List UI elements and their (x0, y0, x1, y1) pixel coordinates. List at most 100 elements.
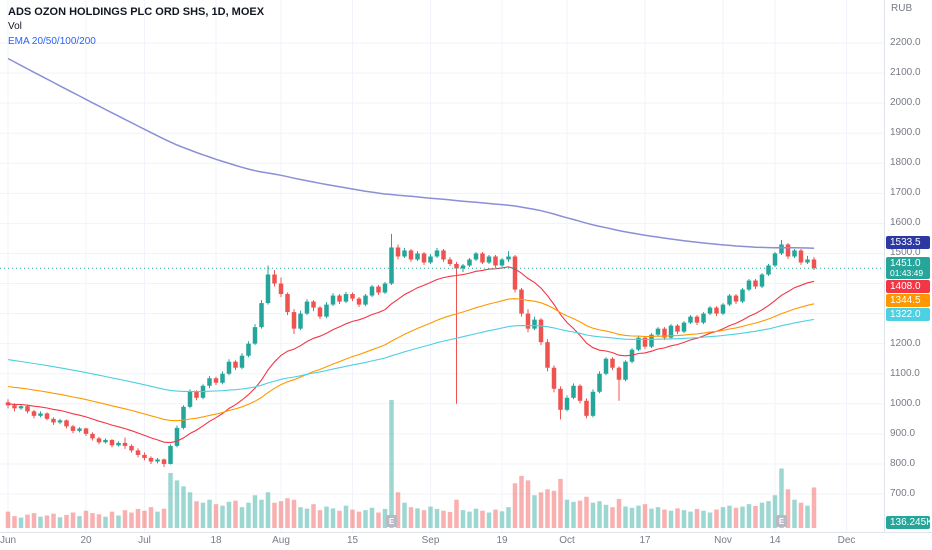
candle[interactable] (714, 307, 719, 314)
candle[interactable] (265, 274, 271, 304)
candle[interactable] (597, 373, 602, 392)
candle[interactable] (415, 253, 420, 260)
candle[interactable] (389, 247, 394, 284)
ema-200-line[interactable] (7, 57, 815, 249)
symbol-title[interactable]: ADS OZON HOLDINGS PLC ORD SHS, 1D, MOEX (8, 6, 265, 18)
candle[interactable] (740, 289, 745, 302)
candle[interactable] (239, 355, 245, 368)
candle[interactable] (792, 250, 797, 257)
candle[interactable] (226, 361, 232, 374)
candle[interactable] (688, 316, 693, 323)
candle[interactable] (480, 253, 485, 263)
candle[interactable] (681, 322, 687, 332)
candle[interactable] (772, 253, 778, 266)
candle[interactable] (70, 426, 76, 431)
candle[interactable] (421, 253, 427, 263)
price-axis[interactable]: RUB 2200.0 2100.0 2000.0 1900.0 1800.0 1700.0… (884, 0, 932, 532)
candle[interactable] (785, 244, 791, 257)
candle[interactable] (545, 342, 550, 368)
candle[interactable] (369, 286, 375, 296)
candle[interactable] (96, 438, 102, 443)
candle[interactable] (428, 256, 433, 263)
candle[interactable] (655, 328, 661, 335)
candle[interactable] (155, 459, 160, 462)
candle[interactable] (252, 327, 258, 344)
earnings-icon[interactable] (776, 515, 787, 527)
candle[interactable] (18, 406, 24, 409)
candle[interactable] (499, 259, 505, 266)
candle[interactable] (519, 289, 524, 314)
candle[interactable] (467, 259, 472, 266)
candle[interactable] (694, 316, 700, 323)
candle[interactable] (213, 378, 219, 383)
candle[interactable] (798, 250, 804, 263)
candle[interactable] (233, 361, 238, 368)
candle[interactable] (447, 259, 453, 264)
candle[interactable] (285, 294, 290, 313)
candle[interactable] (31, 411, 37, 416)
candle[interactable] (356, 298, 362, 305)
candle[interactable] (564, 397, 570, 410)
candle[interactable] (649, 334, 654, 347)
candle[interactable] (291, 312, 297, 329)
candle[interactable] (304, 301, 310, 314)
earnings-icon[interactable] (386, 515, 397, 527)
candle[interactable] (636, 337, 641, 350)
candle[interactable] (12, 405, 17, 409)
candle[interactable] (668, 325, 674, 338)
candle[interactable] (83, 428, 89, 434)
candle[interactable] (805, 259, 810, 263)
time-axis[interactable]: Jun 20 Jul 18 Aug 15 Sep 19 Oct 17 Nov 14 Dec (0, 532, 932, 550)
candle[interactable] (707, 307, 713, 314)
candle[interactable] (103, 439, 108, 443)
candle[interactable] (148, 457, 154, 462)
candle[interactable] (259, 303, 264, 328)
candle[interactable] (402, 250, 407, 257)
candle[interactable] (278, 283, 284, 295)
candle[interactable] (109, 439, 115, 446)
candle[interactable] (25, 406, 30, 412)
candle[interactable] (350, 294, 355, 299)
candle[interactable] (194, 391, 199, 398)
candle[interactable] (623, 361, 628, 380)
candle[interactable] (343, 294, 349, 302)
candle[interactable] (246, 343, 251, 356)
ema-50-line[interactable] (7, 298, 815, 422)
candle[interactable] (610, 358, 615, 368)
candle[interactable] (727, 295, 732, 305)
candle[interactable] (324, 304, 329, 317)
candle[interactable] (512, 256, 518, 290)
candle[interactable] (330, 295, 336, 305)
candle[interactable] (135, 450, 141, 455)
candle[interactable] (603, 358, 609, 374)
candle[interactable] (538, 319, 544, 343)
candle[interactable] (38, 413, 43, 416)
candle[interactable] (5, 402, 11, 406)
candle[interactable] (493, 256, 498, 266)
candle[interactable] (473, 253, 479, 260)
candle[interactable] (571, 385, 576, 398)
candle[interactable] (733, 295, 739, 302)
candle[interactable] (174, 427, 180, 446)
candle[interactable] (168, 445, 173, 464)
ema-indicator-label[interactable]: EMA 20/50/100/200 (8, 36, 96, 47)
candle[interactable] (64, 420, 69, 427)
candle[interactable] (161, 459, 167, 464)
candle[interactable] (675, 325, 680, 332)
candle[interactable] (44, 413, 50, 419)
candle[interactable] (311, 301, 316, 308)
candle[interactable] (753, 280, 758, 287)
candle[interactable] (590, 391, 596, 416)
candle[interactable] (551, 367, 557, 389)
candle[interactable] (454, 263, 459, 269)
candle[interactable] (129, 445, 134, 451)
candle[interactable] (642, 337, 648, 347)
candle[interactable] (142, 454, 147, 458)
candle[interactable] (434, 250, 440, 257)
candle[interactable] (181, 406, 186, 428)
candle[interactable] (532, 319, 537, 329)
candle[interactable] (57, 420, 63, 423)
candle[interactable] (486, 256, 492, 263)
